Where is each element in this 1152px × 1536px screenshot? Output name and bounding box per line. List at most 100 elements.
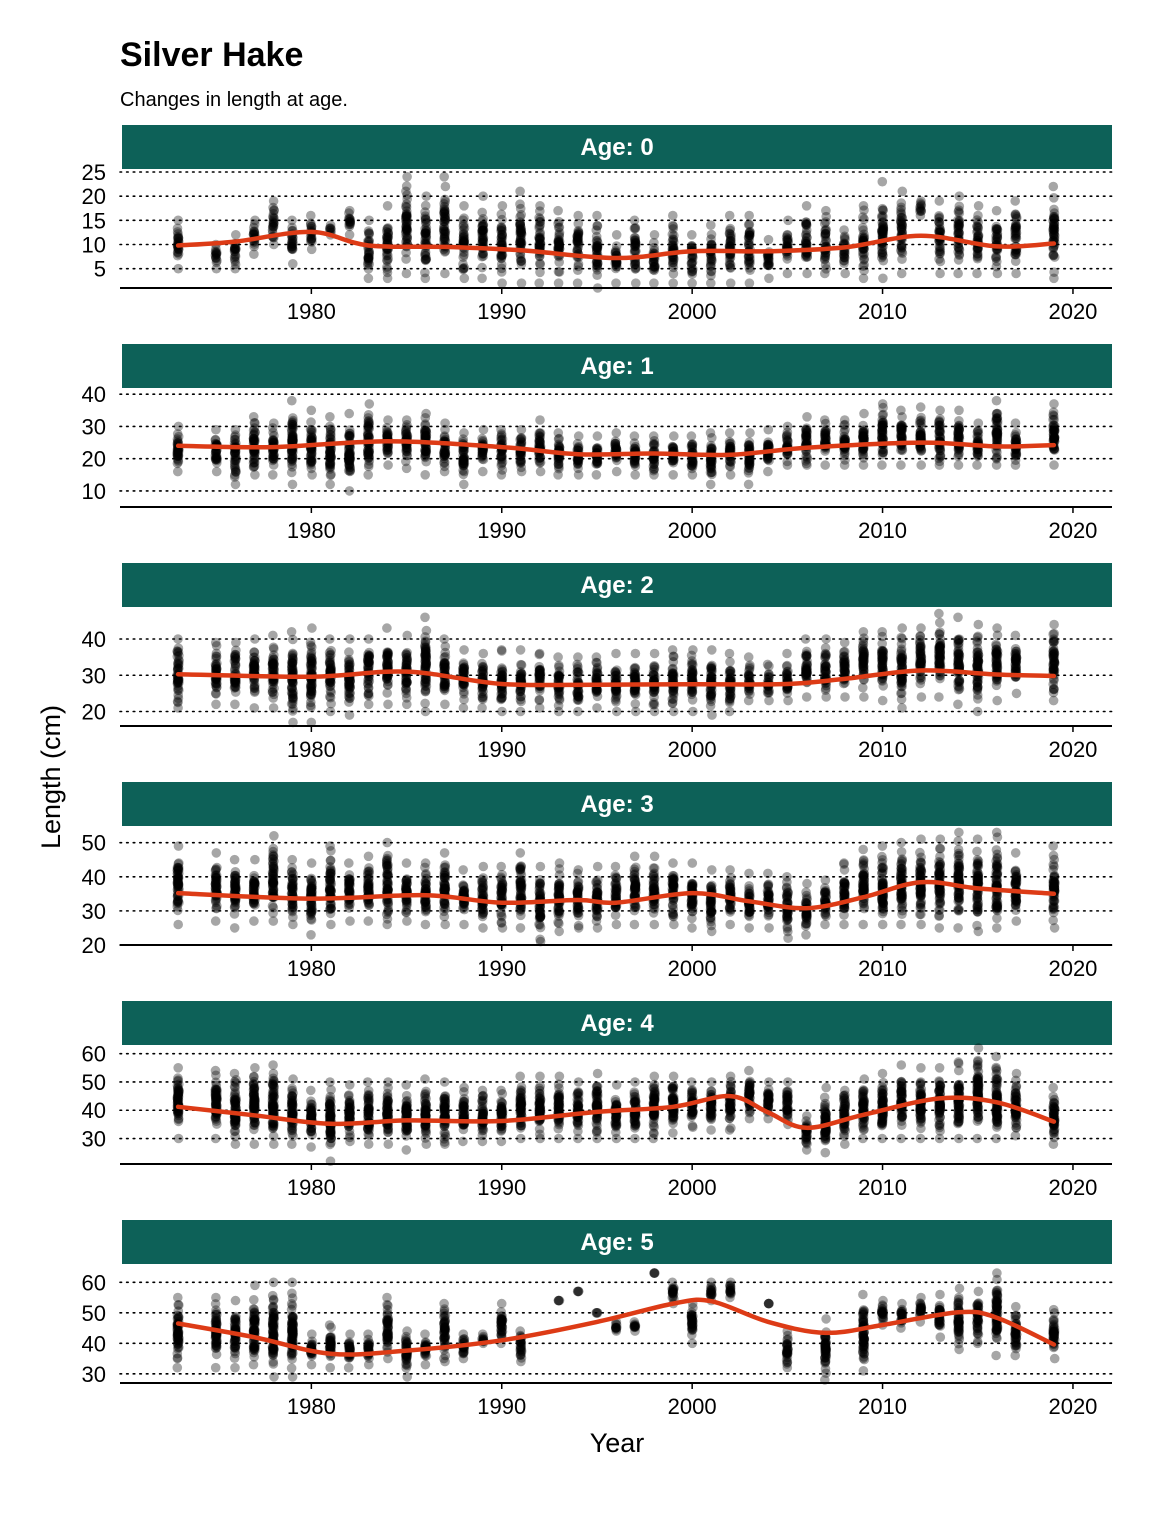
- data-point: [324, 453, 335, 463]
- data-point: [344, 450, 354, 460]
- data-point: [687, 230, 697, 240]
- data-point: [954, 405, 964, 416]
- data-point: [667, 645, 678, 655]
- data-point: [1049, 214, 1059, 224]
- data-point: [344, 710, 355, 720]
- data-point: [173, 233, 184, 244]
- x-tick-label: 1990: [477, 299, 526, 324]
- data-point: [440, 194, 450, 205]
- data-point: [173, 247, 183, 257]
- data-point: [345, 466, 355, 477]
- data-point: [211, 248, 222, 259]
- data-point: [762, 659, 773, 670]
- data-point: [249, 249, 259, 259]
- data-point: [629, 215, 640, 226]
- data-point: [686, 431, 697, 441]
- y-tick-label: 10: [82, 233, 106, 258]
- data-point: [877, 695, 888, 706]
- data-point: [402, 677, 412, 687]
- data-point: [877, 638, 887, 649]
- data-point: [612, 455, 622, 466]
- data-point: [745, 428, 755, 438]
- data-point: [954, 244, 964, 254]
- data-point: [953, 460, 964, 470]
- y-tick-label: 40: [82, 382, 106, 407]
- data-point: [705, 428, 716, 438]
- data-point: [401, 235, 412, 245]
- data-point: [497, 670, 508, 681]
- x-tick-label: 2020: [1048, 299, 1097, 324]
- data-point: [687, 439, 697, 450]
- data-point: [231, 230, 241, 240]
- data-point: [935, 627, 945, 637]
- data-point: [764, 672, 774, 683]
- data-point: [268, 221, 279, 232]
- data-point: [858, 449, 868, 460]
- data-point: [764, 273, 774, 284]
- data-point: [630, 233, 640, 243]
- data-point: [801, 451, 811, 462]
- data-point: [859, 214, 869, 225]
- data-point: [306, 405, 317, 416]
- data-point: [934, 420, 944, 430]
- data-point: [897, 248, 908, 258]
- data-point: [877, 420, 887, 431]
- data-point: [363, 252, 374, 263]
- data-point: [554, 216, 564, 227]
- data-point: [249, 219, 260, 229]
- data-point: [211, 252, 221, 263]
- data-point: [840, 268, 850, 279]
- data-point: [801, 238, 812, 249]
- data-point: [459, 466, 469, 477]
- data-point: [421, 650, 432, 661]
- data-point: [896, 632, 906, 643]
- data-point: [249, 241, 259, 252]
- data-point: [478, 648, 489, 659]
- data-point: [631, 278, 641, 289]
- data-point: [802, 412, 812, 422]
- data-point: [363, 413, 374, 423]
- data-point: [477, 450, 488, 461]
- data-point: [764, 255, 774, 266]
- data-point: [459, 428, 469, 438]
- data-point: [458, 703, 469, 713]
- data-point: [534, 695, 545, 706]
- data-point: [954, 201, 965, 212]
- data-point: [229, 244, 240, 255]
- data-point: [477, 273, 487, 284]
- data-point: [439, 172, 450, 182]
- data-point: [630, 699, 641, 709]
- data-point: [896, 209, 907, 219]
- data-point: [382, 226, 392, 237]
- data-point: [250, 634, 260, 644]
- data-point: [667, 220, 678, 231]
- data-point: [401, 456, 411, 467]
- data-point: [420, 267, 430, 278]
- data-point: [268, 211, 278, 222]
- data-point: [820, 643, 831, 653]
- data-point: [382, 262, 392, 272]
- data-point: [802, 268, 812, 279]
- data-point: [229, 455, 240, 466]
- data-point: [820, 426, 830, 437]
- data-point: [782, 660, 792, 671]
- data-point: [496, 253, 507, 263]
- data-point: [669, 431, 679, 441]
- data-point: [1011, 434, 1021, 445]
- data-point: [629, 431, 640, 441]
- data-point: [1048, 181, 1059, 192]
- data-point: [706, 691, 717, 702]
- data-point: [1010, 223, 1021, 233]
- data-point: [382, 647, 393, 657]
- data-point: [724, 428, 735, 438]
- data-point: [401, 415, 412, 425]
- data-point: [649, 278, 659, 289]
- data-point: [496, 424, 506, 435]
- data-point: [611, 466, 622, 477]
- data-point: [706, 266, 717, 277]
- data-point: [439, 453, 450, 464]
- data-point: [268, 470, 278, 480]
- data-point: [592, 662, 603, 673]
- data-point: [1010, 196, 1020, 206]
